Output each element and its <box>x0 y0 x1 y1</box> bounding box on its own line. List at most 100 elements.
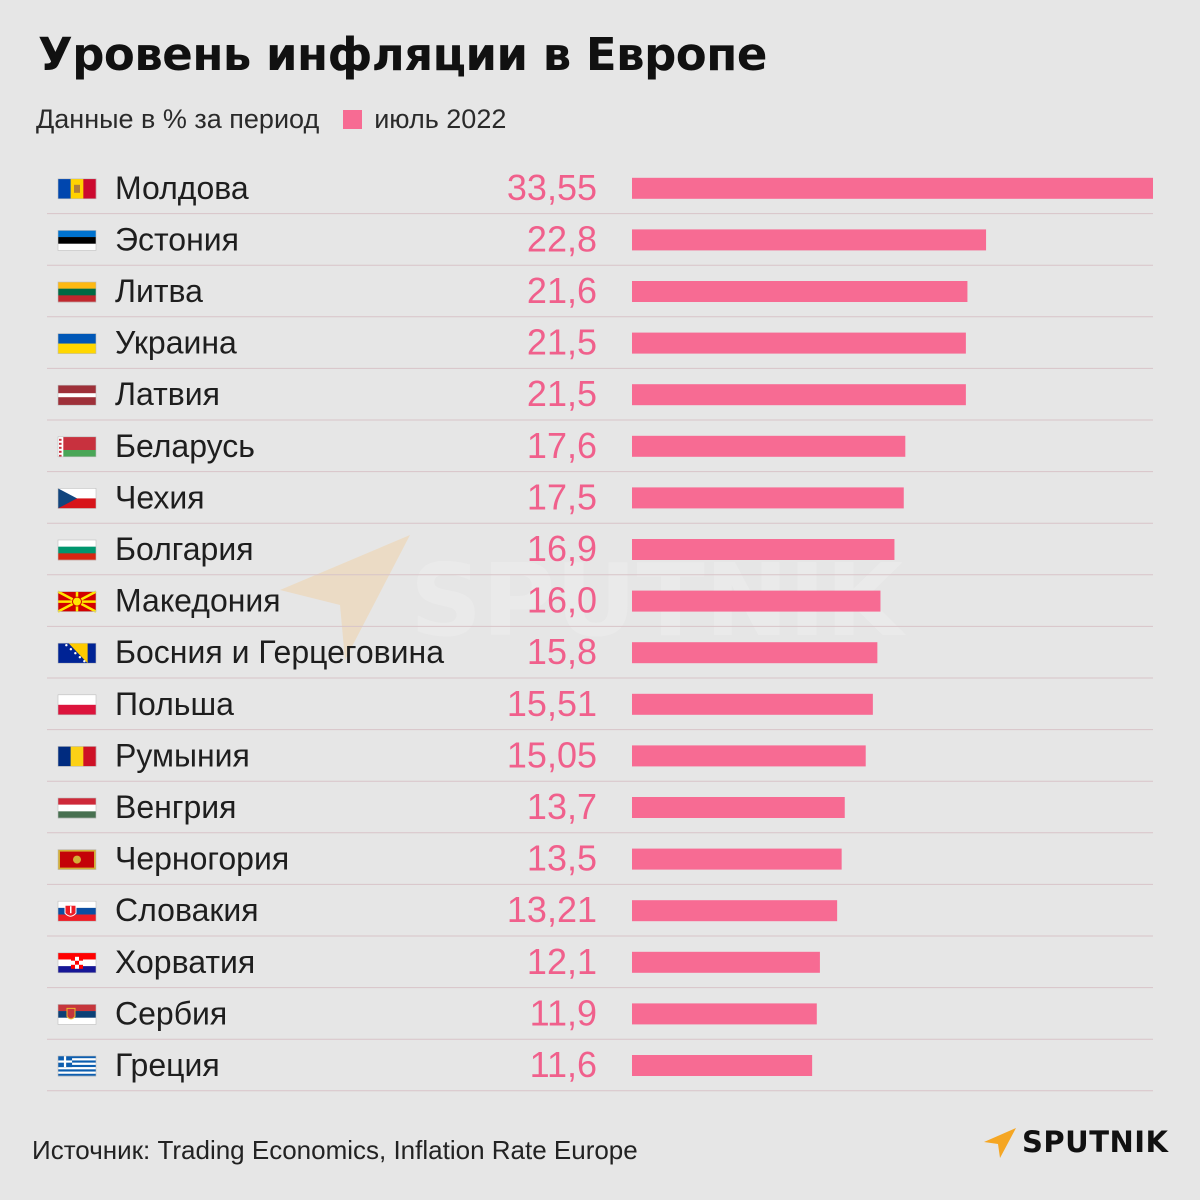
croatia-flag-icon <box>57 952 97 974</box>
category-label: Македония <box>115 583 281 619</box>
chart-row: Черногория 13,5 <box>47 838 1153 885</box>
chart-row: Латвия 21,5 <box>47 373 1153 421</box>
bar <box>632 900 838 922</box>
serbia-flag-icon <box>57 1004 97 1025</box>
category-label: Греция <box>115 1047 220 1083</box>
value-label: 21,5 <box>527 322 597 363</box>
value-label: 22,8 <box>527 218 597 259</box>
bosnia-flag-icon <box>57 642 97 664</box>
brand-name: SPUTNIK <box>1022 1125 1169 1159</box>
lithuania-flag-icon <box>57 281 97 303</box>
hungary-flag-icon <box>57 797 97 819</box>
czechia-flag-icon <box>57 488 97 509</box>
category-label: Черногория <box>115 841 289 877</box>
category-label: Литва <box>115 273 203 309</box>
estonia-flag-icon <box>57 230 97 251</box>
macedonia-flag-icon <box>57 590 97 613</box>
legend-label: июль 2022 <box>374 104 507 134</box>
chart-row: Польша 15,51 <box>47 683 1153 731</box>
bar <box>632 487 904 509</box>
romania-flag-icon <box>57 746 97 767</box>
category-label: Эстония <box>115 221 239 257</box>
value-label: 15,51 <box>507 683 597 724</box>
category-label: Венгрия <box>115 789 236 825</box>
sputnik-logo: SPUTNIK <box>982 1124 1169 1160</box>
slovakia-flag-icon <box>57 900 97 922</box>
category-label: Болгария <box>115 531 254 567</box>
value-label: 21,6 <box>527 270 597 311</box>
category-label: Молдова <box>115 170 249 206</box>
bar <box>632 745 866 767</box>
category-label: Латвия <box>115 376 220 412</box>
chart-row: Литва 21,6 <box>47 270 1153 318</box>
category-label: Чехия <box>115 479 205 515</box>
bar <box>632 1003 817 1025</box>
value-label: 15,8 <box>527 631 597 672</box>
poland-flag-icon <box>57 694 97 716</box>
chart-row: Болгария 16,9 <box>47 528 1153 576</box>
source-note: Источник: Trading Economics, Inflation R… <box>32 1135 638 1165</box>
value-label: 13,7 <box>527 786 597 827</box>
chart-row: Молдова 33,55 <box>47 167 1153 215</box>
category-label: Польша <box>115 686 234 722</box>
chart-row: Босния и Герцеговина 15,8 <box>47 631 1153 679</box>
category-label: Румыния <box>115 737 250 773</box>
chart-row: Беларусь 17,6 <box>47 425 1153 473</box>
bar <box>632 281 968 302</box>
value-label: 11,9 <box>530 992 597 1033</box>
chart-row: Украина 21,5 <box>47 322 1153 369</box>
bar <box>632 332 966 354</box>
bulgaria-flag-icon <box>57 539 97 561</box>
greece-flag-icon <box>57 1055 97 1077</box>
bar <box>632 229 987 251</box>
chart-subtitle: Данные в % за период июль 2022 <box>36 104 506 135</box>
bar <box>632 797 845 818</box>
bar <box>632 384 966 406</box>
bar <box>632 590 881 612</box>
value-label: 13,5 <box>527 838 597 879</box>
value-label: 12,1 <box>527 941 597 982</box>
chart-row: Хорватия 12,1 <box>47 941 1153 989</box>
value-label: 33,55 <box>507 167 597 208</box>
value-label: 17,6 <box>527 425 597 466</box>
bar <box>632 177 1153 199</box>
subtitle-text: Данные в % за период <box>36 104 320 134</box>
belarus-flag-icon <box>57 436 97 458</box>
category-label: Сербия <box>115 995 227 1031</box>
chart-row: Эстония 22,8 <box>47 218 1153 266</box>
value-label: 21,5 <box>527 373 597 414</box>
chart-row: Сербия 11,9 <box>47 992 1153 1040</box>
chart-row: Греция 11,6 <box>47 1044 1153 1092</box>
bar <box>632 435 906 457</box>
chart-row: Чехия 17,5 <box>47 476 1153 524</box>
category-label: Хорватия <box>115 944 255 980</box>
category-label: Босния и Герцеговина <box>115 634 444 670</box>
bar <box>632 951 820 973</box>
bar <box>632 848 842 870</box>
sputnik-arrow-icon <box>984 1128 1016 1158</box>
bar <box>632 693 873 715</box>
latvia-flag-icon <box>57 384 97 406</box>
legend-swatch <box>343 110 363 129</box>
value-label: 13,21 <box>507 889 597 930</box>
moldova-flag-icon <box>57 178 97 200</box>
category-label: Украина <box>115 325 237 361</box>
bar <box>632 539 895 560</box>
montenegro-flag-icon <box>57 849 97 870</box>
value-label: 16,9 <box>527 528 597 569</box>
value-label: 17,5 <box>527 476 597 517</box>
chart-row: Венгрия 13,7 <box>47 786 1153 834</box>
value-label: 15,05 <box>507 734 597 775</box>
bar <box>632 642 878 664</box>
chart-row: Румыния 15,05 <box>47 734 1153 782</box>
value-label: 11,6 <box>530 1044 597 1085</box>
ukraine-flag-icon <box>57 333 97 354</box>
chart-title: Уровень инфляции в Европе <box>38 28 767 81</box>
chart-row: Македония 16,0 <box>47 580 1153 627</box>
value-label: 16,0 <box>527 580 597 621</box>
category-label: Беларусь <box>115 428 255 464</box>
bar <box>632 1055 813 1076</box>
category-label: Словакия <box>115 892 259 928</box>
chart-row: Словакия 13,21 <box>47 889 1153 937</box>
